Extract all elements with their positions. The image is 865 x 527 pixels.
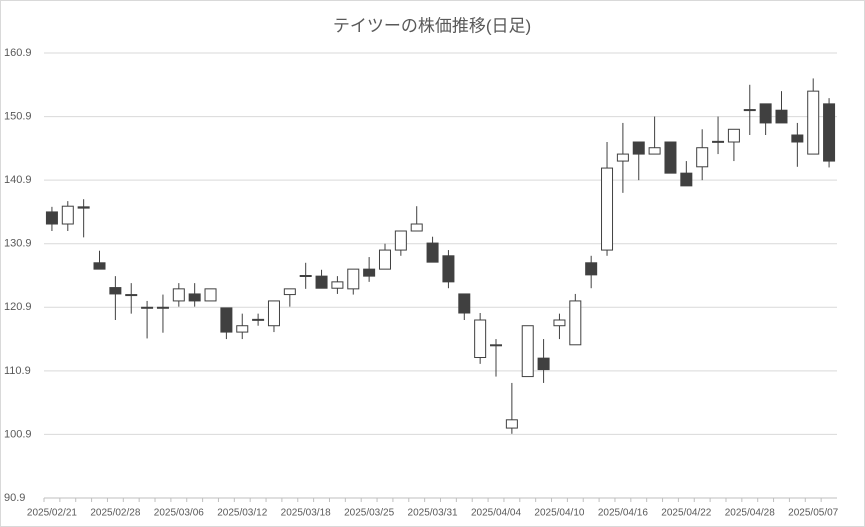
candle-body (267, 300, 280, 327)
y-tick-label: 130.9 (4, 238, 32, 250)
chart-title: テイツーの株価推移(日足) (333, 16, 531, 35)
x-tick-label: 2025/04/04 (471, 508, 521, 519)
candle-body (220, 307, 233, 333)
x-tick-label: 2025/04/28 (725, 508, 775, 519)
candle-body (680, 172, 693, 187)
candle-body (505, 419, 518, 429)
candle-body (45, 211, 58, 225)
x-tick-label: 2025/02/21 (27, 508, 77, 519)
candle-body (125, 294, 138, 297)
candle-body (553, 319, 566, 327)
candle-body (696, 147, 709, 168)
x-tick-label: 2025/04/22 (661, 508, 711, 519)
candle-body (61, 205, 74, 225)
y-tick-label: 100.9 (4, 428, 32, 440)
candle-body (252, 318, 265, 321)
candle-body (172, 288, 185, 302)
candle-body (426, 242, 439, 263)
candle-body (299, 275, 312, 277)
candle-body (775, 109, 788, 124)
candle-body (823, 103, 836, 162)
candle-body (283, 288, 296, 296)
y-tick-label: 160.9 (4, 47, 32, 59)
x-tick-label: 2025/03/18 (281, 508, 331, 519)
x-tick-label: 2025/03/06 (154, 508, 204, 519)
x-tick-label: 2025/04/10 (534, 508, 584, 519)
candle-body (442, 255, 455, 283)
x-tick-label: 2025/04/16 (598, 508, 648, 519)
candle-body (664, 141, 677, 174)
candle-body (156, 306, 169, 309)
candle-body (315, 275, 328, 289)
candle-body (712, 140, 725, 143)
candle-body (474, 319, 487, 359)
candle-body (347, 268, 360, 290)
candle-body (378, 249, 391, 270)
x-tick-label: 2025/05/07 (788, 508, 838, 519)
candle-body (569, 300, 582, 346)
x-tick-label: 2025/03/31 (408, 508, 458, 519)
candle-body (791, 134, 804, 143)
candle-body (394, 230, 407, 251)
candle-body (759, 103, 772, 124)
candle-body (743, 109, 756, 112)
y-tick-label: 110.9 (4, 365, 31, 377)
candle-body (410, 223, 423, 232)
x-tick-label: 2025/03/25 (344, 508, 394, 519)
candle-body (648, 147, 661, 155)
candle-body (109, 287, 122, 295)
candle-body (141, 306, 154, 309)
candle-body (363, 268, 376, 277)
x-tick-label: 2025/03/12 (217, 508, 267, 519)
candle-body (727, 128, 740, 143)
candle-body (204, 288, 217, 302)
x-tick-label: 2025/02/28 (90, 508, 140, 519)
y-tick-label: 90.9 (4, 492, 25, 504)
candle-body (521, 325, 534, 378)
candle-body (77, 206, 90, 209)
y-tick-label: 150.9 (4, 110, 32, 122)
candle-body (632, 141, 645, 155)
candle-body (807, 90, 820, 155)
candle-body (236, 325, 249, 333)
candle-body (490, 344, 503, 347)
candle-body (93, 262, 106, 270)
candle-body (616, 153, 629, 162)
y-tick-label: 140.9 (4, 174, 32, 186)
candle-body (585, 262, 598, 276)
candle-body (537, 357, 550, 371)
candle-body (188, 293, 201, 302)
y-tick-label: 120.9 (4, 301, 32, 313)
candle-body (458, 293, 471, 314)
candle-body (601, 167, 614, 251)
candle-body (331, 281, 344, 289)
